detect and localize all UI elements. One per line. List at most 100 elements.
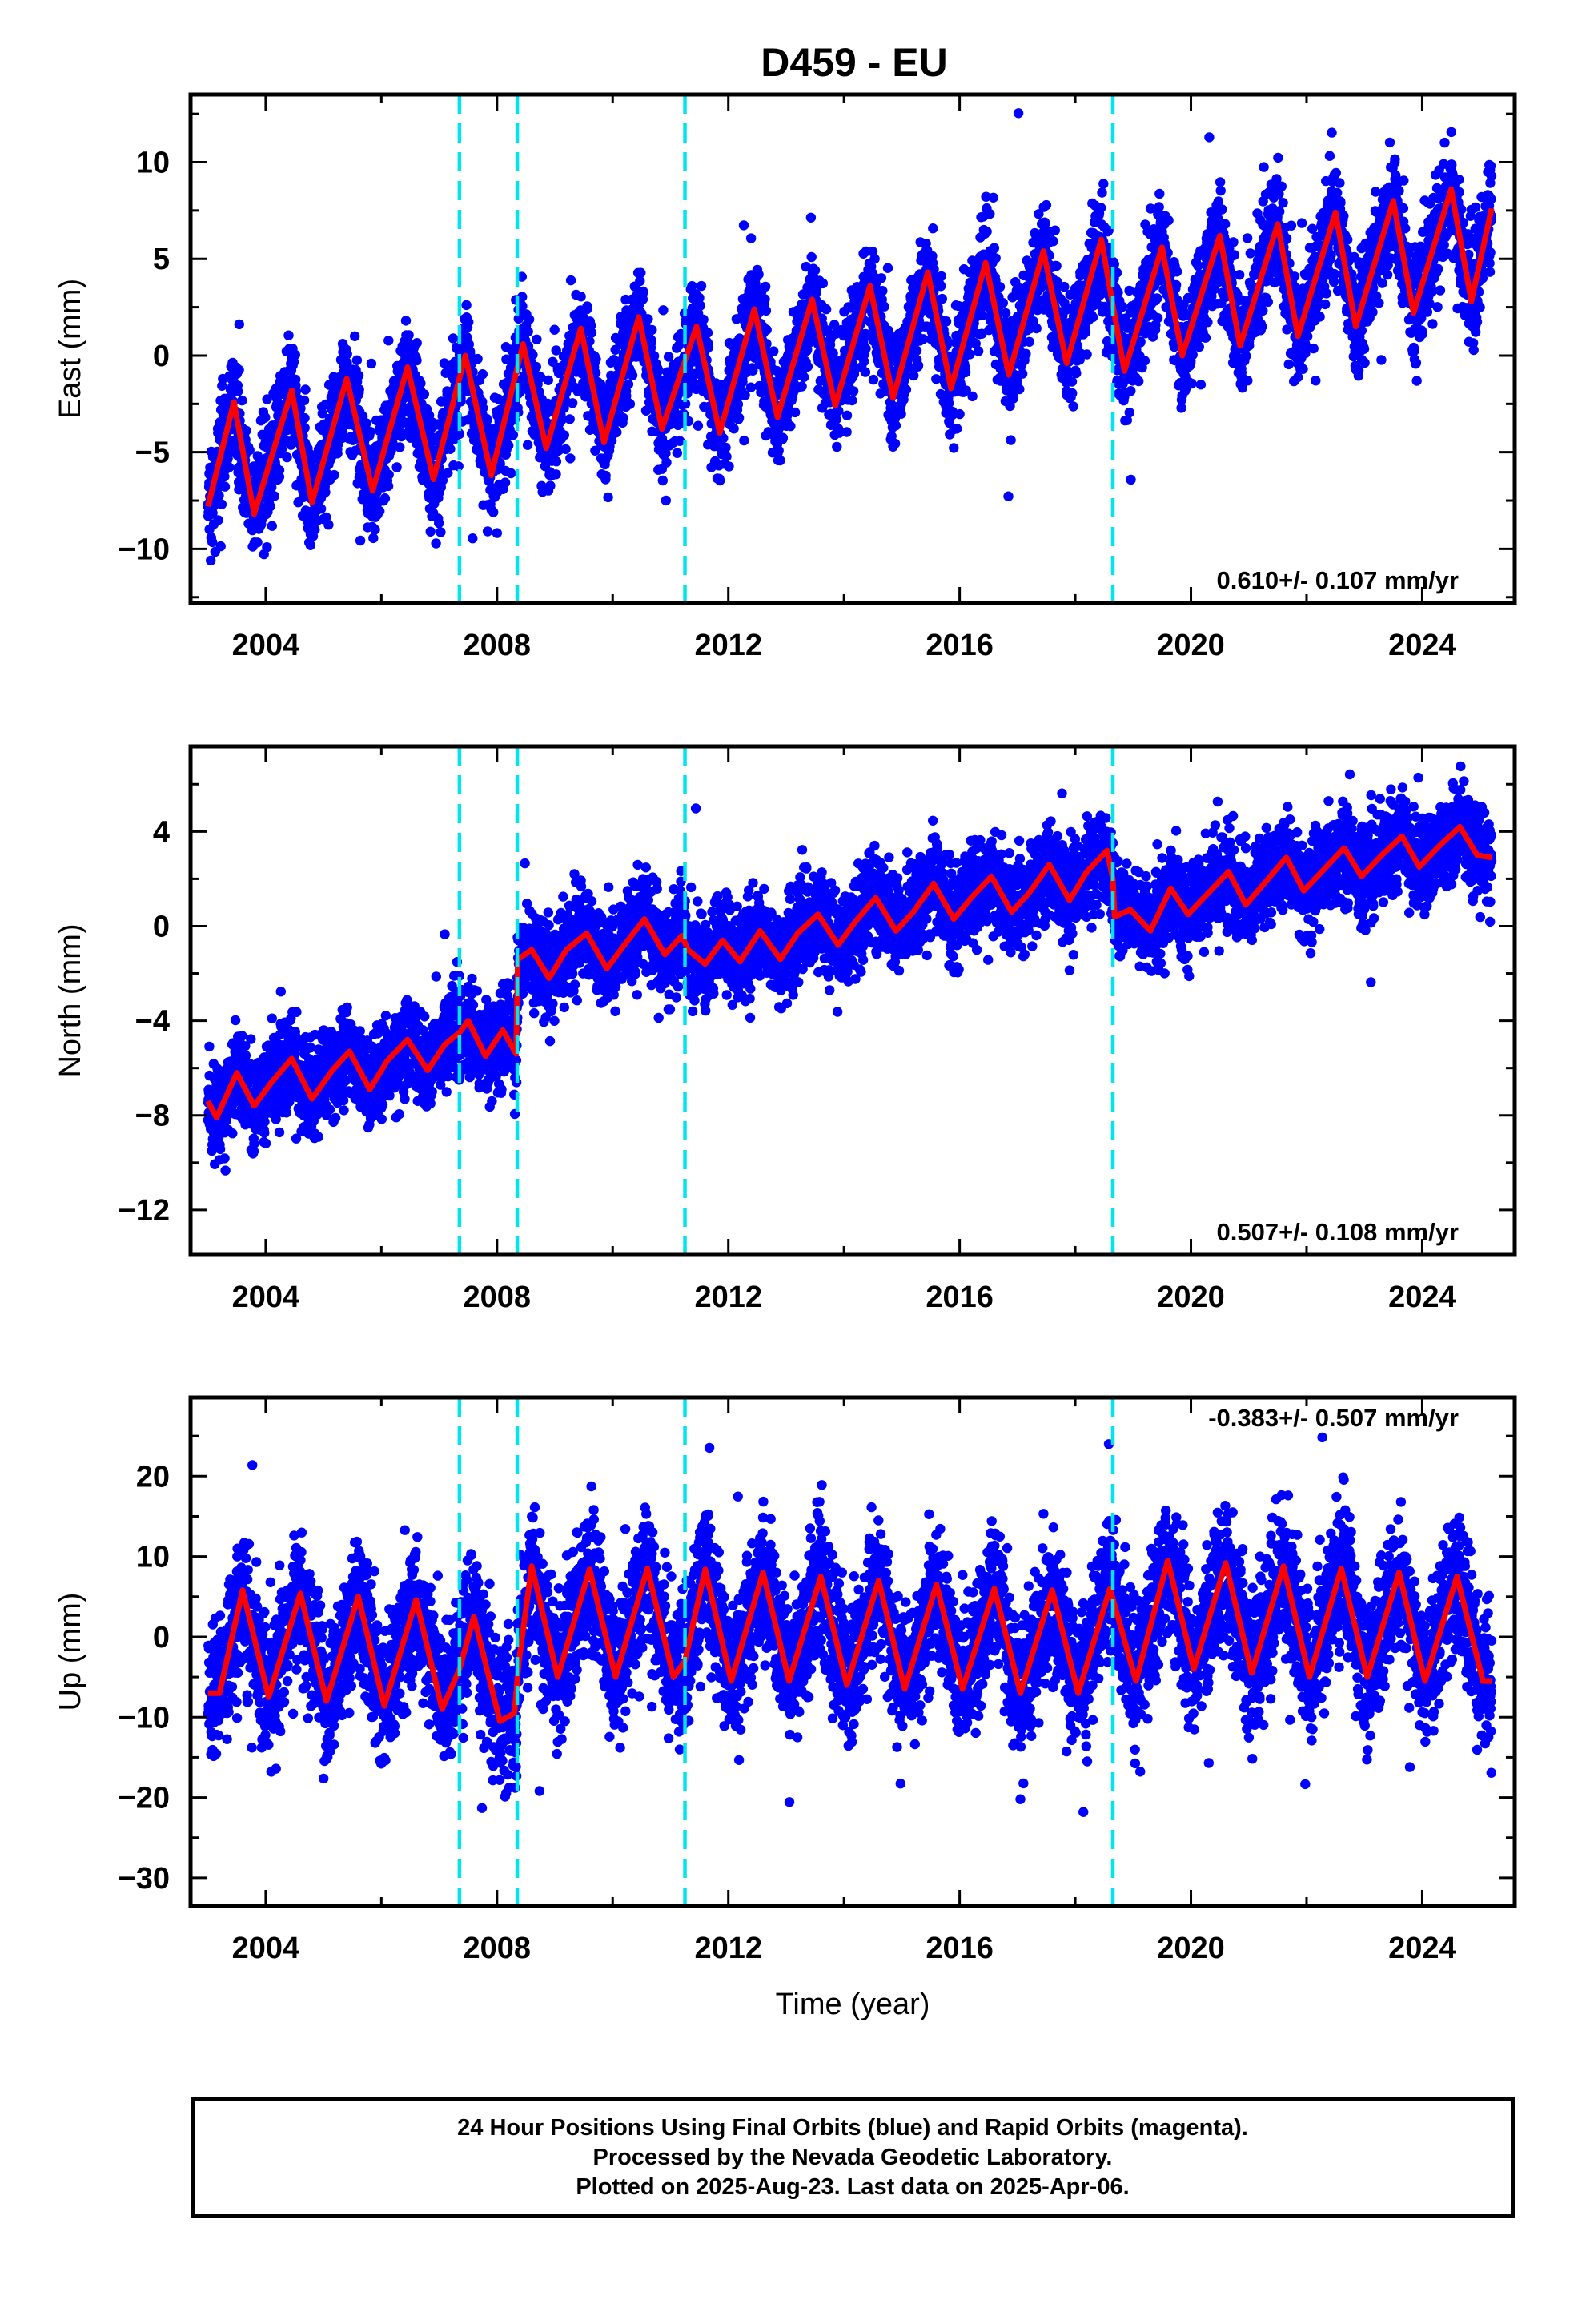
east-point [740,390,750,400]
east-point [315,504,327,514]
east-point [290,349,300,360]
east-point [777,432,789,443]
east-point [375,506,385,517]
east-point [785,420,796,432]
east-point [911,345,922,356]
east-point [982,226,992,237]
east-point [769,346,779,356]
east-point [342,357,352,368]
east-point [478,403,488,413]
east-point [841,427,852,437]
east-point [567,398,578,408]
east-point [477,369,488,380]
east-point [332,448,343,459]
east-point [368,533,379,544]
east-point [310,525,320,535]
east-point [661,495,671,506]
east-point [1097,187,1107,198]
east-point [337,426,348,437]
east-point [694,292,705,304]
east-point [425,526,436,537]
figure-title: D459 - EU [761,40,947,85]
east-point [464,316,474,328]
east-point [828,348,838,359]
east-point [876,273,887,283]
east-point [586,328,597,338]
east-point [383,480,394,492]
east-point [1098,179,1109,189]
east-point [931,374,942,384]
east-point [300,384,311,395]
east-point [994,282,1006,292]
east-point [973,346,984,356]
east-point [1024,336,1035,347]
east-point [896,408,906,419]
east-point [517,301,528,312]
east-point [797,381,807,392]
east-point [551,469,561,480]
east-point [591,354,601,364]
east-point [698,314,709,325]
east-point [724,461,734,472]
east-point [1021,348,1031,359]
east-point [448,333,459,344]
east-point [513,313,524,324]
east-point [265,501,275,512]
east-point [913,360,924,371]
east-point [635,275,645,287]
east-point [207,537,218,548]
east-point [761,305,772,316]
east-point [653,365,664,376]
east-point [551,345,561,356]
east-point [1071,368,1082,379]
east-point [775,455,785,466]
east-point [445,444,456,454]
east-point [1006,435,1016,445]
east-point [437,475,448,485]
east-point [443,468,453,478]
east-point [703,342,714,352]
east-point [799,372,809,383]
east-point [695,300,705,311]
east-point [860,367,871,377]
east-point [1003,491,1014,501]
east-point [241,425,251,436]
east-point [877,286,888,296]
east-point [216,499,227,509]
east-point [1050,225,1061,235]
east-point [901,384,912,395]
east-point [761,324,772,335]
east-point [648,351,660,361]
east-point [643,314,653,324]
east-point [869,254,880,264]
east-point [395,442,405,452]
east-point [627,370,638,380]
east-point [383,336,394,346]
east-point [252,537,263,548]
east-point [317,408,327,419]
east-point [805,212,817,223]
east-point [237,395,247,406]
east-point [1000,308,1011,319]
east-point [960,367,971,378]
east-point [1031,323,1042,334]
east-point [299,423,310,433]
east-point [556,415,567,425]
east-point [396,431,407,442]
east-point [817,278,829,289]
east-point [988,192,998,203]
east-point [260,412,271,423]
east-point [354,384,364,395]
east-point [434,517,444,529]
east-point [1048,236,1058,247]
east-point [234,319,244,330]
east-point [753,269,764,279]
east-point [244,444,255,456]
east-point [789,407,801,418]
east-point [715,475,725,486]
east-point [1096,203,1106,213]
east-point [745,233,757,243]
east-point [305,540,315,550]
east-point [733,412,745,423]
east-point [215,541,226,552]
